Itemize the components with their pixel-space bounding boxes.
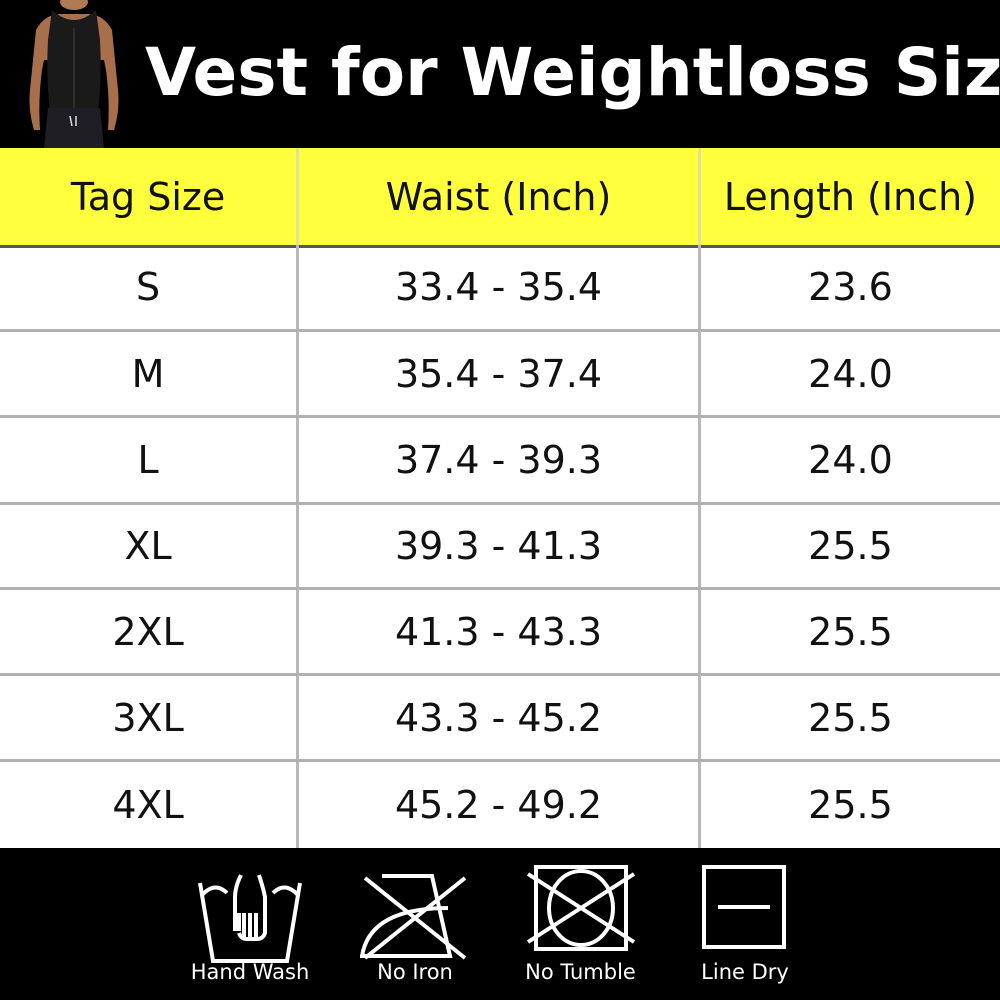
tag-size-cell: L (137, 438, 159, 482)
tag-size-cell: 4XL (112, 783, 184, 827)
page-title: Vest for Weightloss Size (145, 34, 1000, 111)
length-cell: 25.5 (697, 676, 1000, 759)
line-dry-icon (702, 865, 786, 949)
waist-cell: 37.4 - 39.3 (296, 418, 698, 502)
care-instructions: Hand Wash No Iron No Tumble Line Dry (0, 848, 1000, 1000)
length-cell: 25.5 (697, 762, 1000, 848)
length-cell: 23.6 (697, 245, 1000, 329)
length-cell: 25.5 (697, 590, 1000, 673)
waist-cell: 33.4 - 35.4 (296, 245, 698, 329)
waist-cell: 45.2 - 49.2 (296, 762, 698, 848)
care-label: Line Dry (701, 960, 789, 984)
length-cell: 25.5 (697, 505, 1000, 587)
table-row: 2XL 41.3 - 43.3 25.5 (0, 590, 1000, 676)
waist-cell: 41.3 - 43.3 (296, 590, 698, 673)
tag-size-cell: 3XL (112, 695, 184, 740)
care-label: No Tumble (525, 960, 636, 984)
tag-size-cell: S (135, 265, 161, 309)
waist-cell: 35.4 - 37.4 (296, 332, 698, 415)
table-row: 3XL 43.3 - 45.2 25.5 (0, 676, 1000, 762)
table-row: M 35.4 - 37.4 24.0 (0, 332, 1000, 418)
length-cell: 24.0 (697, 332, 1000, 415)
column-header-length: Length (Inch) (697, 148, 1000, 245)
waist-cell: 43.3 - 45.2 (296, 676, 698, 759)
care-label: Hand Wash (190, 960, 310, 984)
care-label: No Iron (377, 960, 453, 984)
hand-wash-icon (198, 874, 302, 963)
tag-size-cell: XL (124, 524, 172, 568)
column-header-tag-size: Tag Size (70, 174, 226, 219)
tag-size-cell: M (131, 351, 165, 396)
table-header-row: Tag Size Waist (Inch) Length (Inch) (0, 148, 1000, 248)
table-row: L 37.4 - 39.3 24.0 (0, 418, 1000, 505)
table-row: 4XL 45.2 - 49.2 25.5 (0, 762, 1000, 848)
model-wearing-vest-image (29, 0, 119, 148)
no-iron-icon (360, 874, 467, 960)
waist-cell: 39.3 - 41.3 (296, 505, 698, 587)
tag-size-cell: 2XL (112, 609, 184, 654)
no-tumble-dry-icon (526, 865, 636, 951)
size-table: Tag Size Waist (Inch) Length (Inch) S 33.… (0, 148, 1000, 848)
length-cell: 24.0 (697, 418, 1000, 502)
table-row: XL 39.3 - 41.3 25.5 (0, 505, 1000, 590)
table-row: S 33.4 - 35.4 23.6 (0, 245, 1000, 332)
header: Vest for Weightloss Size (0, 0, 1000, 148)
column-header-waist: Waist (Inch) (296, 148, 698, 245)
